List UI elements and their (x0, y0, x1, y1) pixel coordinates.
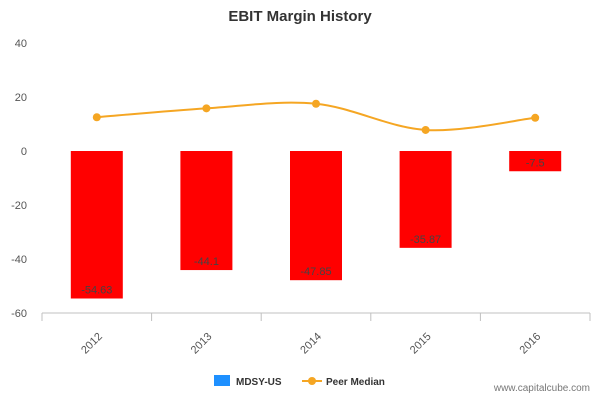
bar-2012 (70, 151, 123, 299)
x-tick-label: 2013 (189, 331, 215, 357)
chart-title: EBIT Margin History (228, 8, 372, 25)
legend-marker-peer-median (308, 377, 316, 385)
x-tick-label: 2014 (298, 331, 324, 357)
bar-2016 (509, 151, 562, 172)
peer-median-series (92, 99, 540, 134)
legend-swatch-mdsy (214, 375, 230, 386)
y-axis: -60 -40 -20 0 20 40 (11, 38, 27, 320)
bar-2014 (290, 151, 342, 281)
x-tick-label: 2015 (408, 331, 434, 357)
bar-data-label: -35.87 (410, 234, 441, 246)
bar-2013 (180, 151, 233, 271)
x-tick-label: 2016 (518, 331, 544, 357)
y-tick-label: -20 (11, 200, 27, 212)
bar-2015 (399, 151, 452, 248)
x-axis: 2012 2013 2014 2015 2016 (41, 312, 591, 357)
y-tick-label: -40 (11, 254, 27, 266)
y-tick-label: -60 (11, 308, 27, 320)
x-tick-label: 2012 (79, 331, 105, 357)
bar-data-label: -47.85 (300, 266, 331, 278)
bar-data-label: -54.63 (81, 285, 112, 297)
legend: MDSY-US Peer Median (214, 375, 385, 388)
y-tick-label: 20 (15, 92, 27, 104)
bar-data-label: -7.5 (526, 157, 545, 169)
y-tick-label: 40 (15, 38, 27, 50)
peer-median-point-2013 (202, 104, 211, 113)
legend-label-peer-median: Peer Median (326, 377, 385, 388)
peer-median-point-2014 (312, 99, 320, 108)
bar-series: -54.63 -44.1 -47.85 -35.87 -7.5 (70, 151, 562, 299)
peer-median-point-2015 (421, 125, 430, 134)
legend-label-mdsy: MDSY-US (236, 377, 282, 388)
bar-data-label: -44.1 (194, 256, 219, 268)
source-footer: www.capitalcube.com (493, 383, 590, 394)
peer-median-point-2012 (92, 113, 101, 122)
y-tick-label: 0 (21, 146, 27, 158)
peer-median-point-2016 (531, 113, 540, 122)
